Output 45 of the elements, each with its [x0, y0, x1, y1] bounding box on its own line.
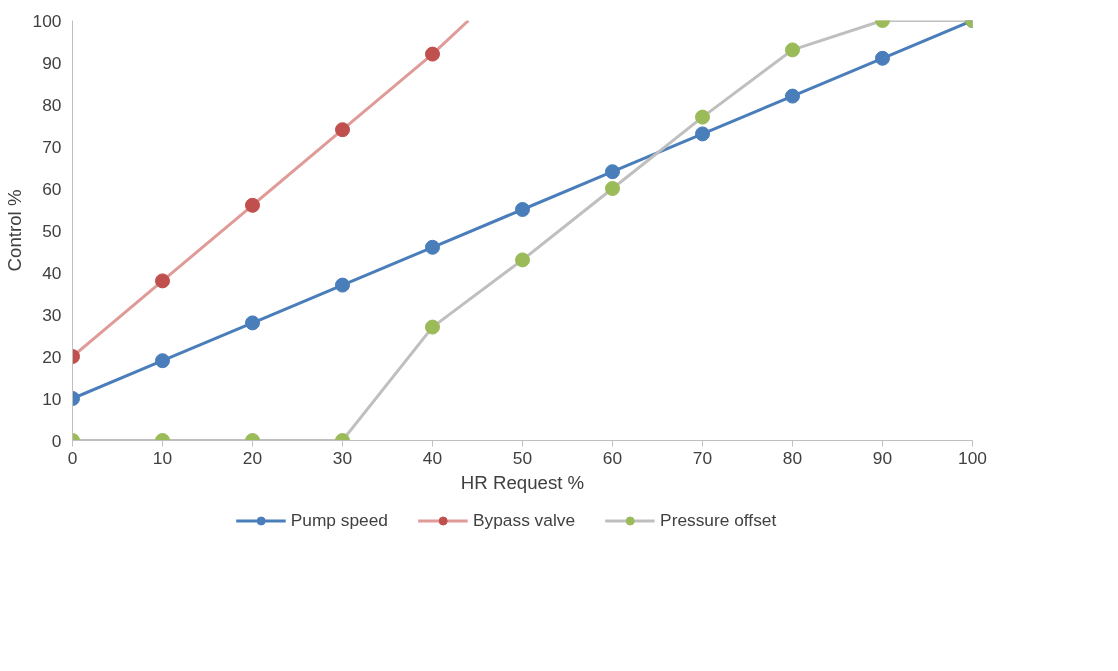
y-tick-label: 10 — [42, 388, 62, 409]
x-tick-label: 100 — [958, 447, 987, 468]
y-tick-label: 40 — [42, 262, 62, 283]
x-tick-label: 20 — [242, 447, 263, 468]
point — [605, 181, 620, 196]
point — [425, 319, 440, 335]
y-tick-label: 90 — [42, 52, 62, 73]
point — [875, 50, 890, 66]
x-tick-label: 70 — [692, 447, 713, 468]
y-tick-label: 30 — [42, 304, 62, 325]
x-tick-label: 90 — [872, 447, 893, 468]
point — [335, 122, 350, 138]
point — [335, 277, 350, 293]
point — [155, 273, 170, 289]
y-tick-label: 70 — [42, 136, 62, 157]
point — [605, 164, 620, 180]
point — [515, 252, 530, 268]
point — [425, 46, 440, 62]
y-tick-label: 50 — [42, 220, 62, 241]
y-axis-title: Control % — [3, 189, 25, 272]
y-tick-label: 80 — [42, 94, 62, 115]
x-axis-title: HR Request % — [460, 471, 585, 493]
y-tick-label: 0 — [51, 430, 62, 451]
x-tick-label: 60 — [602, 447, 623, 468]
x-tick-label: 40 — [422, 447, 443, 468]
x-tick-label: 80 — [782, 447, 803, 468]
point — [245, 315, 260, 331]
point — [785, 42, 800, 58]
point — [515, 202, 530, 217]
point — [695, 126, 710, 142]
y-tick-label: 20 — [42, 346, 62, 367]
x-tick-label: 0 — [67, 447, 78, 468]
legend-label: Bypass valve — [472, 509, 576, 531]
point — [245, 197, 260, 213]
y-tick-label: 100 — [32, 10, 62, 31]
point — [155, 353, 170, 369]
point — [425, 239, 440, 255]
legend-label: Pressure offset — [660, 509, 777, 531]
x-tick-label: 10 — [152, 447, 173, 468]
legend-label: Pump speed — [290, 509, 388, 531]
point — [785, 88, 800, 104]
x-tick-label: 30 — [332, 447, 353, 468]
x-tick-label: 50 — [512, 447, 533, 468]
point — [695, 109, 710, 125]
y-tick-label: 60 — [42, 178, 62, 199]
